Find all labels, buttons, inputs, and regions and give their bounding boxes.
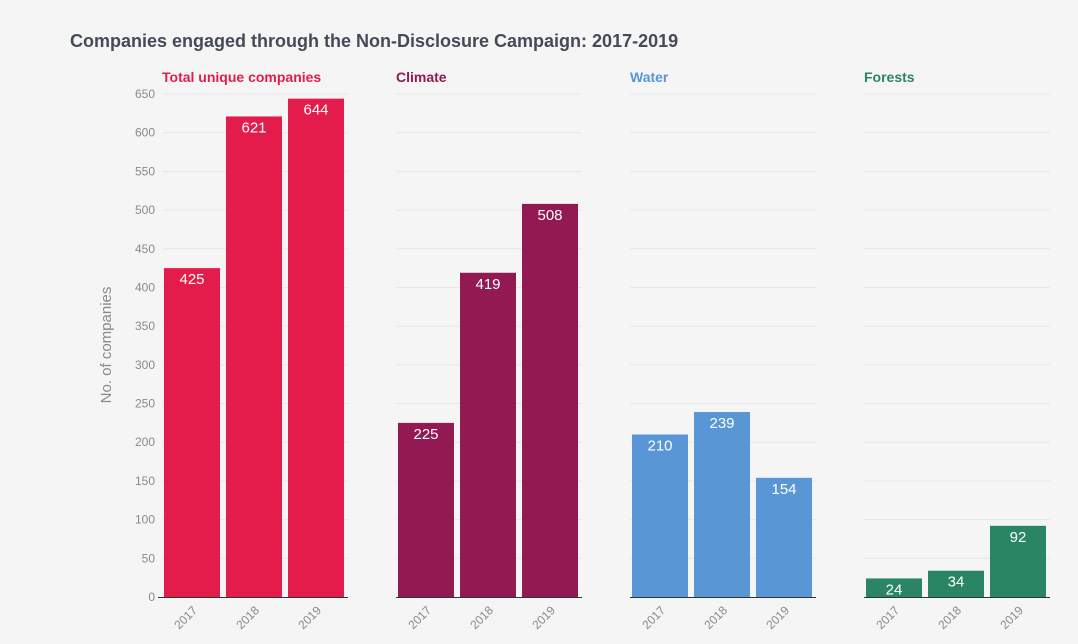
bar bbox=[632, 434, 688, 597]
y-tick-label: 650 bbox=[135, 87, 155, 101]
x-tick-label: 2019 bbox=[295, 603, 324, 632]
bar-data-label: 92 bbox=[1010, 529, 1027, 546]
y-tick-label: 50 bbox=[142, 551, 156, 565]
bar bbox=[928, 570, 984, 597]
x-tick-label: 2017 bbox=[639, 603, 668, 632]
x-tick-label: 2019 bbox=[997, 603, 1026, 632]
bar-data-label: 24 bbox=[886, 581, 903, 598]
bar-data-label: 210 bbox=[647, 437, 672, 454]
y-tick-label: 150 bbox=[135, 474, 155, 488]
bar bbox=[694, 412, 750, 597]
bar-data-label: 508 bbox=[537, 207, 562, 224]
bar bbox=[756, 477, 812, 597]
bar bbox=[226, 116, 282, 598]
bar-data-label: 34 bbox=[948, 574, 965, 591]
x-tick-label: 2017 bbox=[873, 603, 902, 632]
bar-data-label: 425 bbox=[179, 271, 204, 288]
y-axis-label: No. of companies bbox=[98, 287, 115, 404]
y-tick-label: 500 bbox=[135, 203, 155, 217]
bar-data-label: 644 bbox=[303, 102, 328, 119]
plot-area: 0 50 100 150 200 250 300 350 400 450 500 550 600 650 T… bbox=[135, 69, 1050, 632]
bar bbox=[522, 203, 578, 597]
x-tick-label: 2019 bbox=[529, 603, 558, 632]
panel-title: Forests bbox=[864, 69, 915, 85]
panel-title: Climate bbox=[396, 69, 447, 85]
chart-title: Companies engaged through the Non-Disclo… bbox=[70, 31, 678, 51]
x-tick-label: 2019 bbox=[763, 603, 792, 632]
bar-data-label: 239 bbox=[709, 415, 734, 432]
bar bbox=[164, 268, 220, 597]
y-tick-label: 0 bbox=[148, 590, 155, 604]
y-tick-label: 200 bbox=[135, 435, 155, 449]
x-tick-label: 2018 bbox=[935, 603, 964, 632]
bar-data-label: 419 bbox=[475, 276, 500, 293]
bar bbox=[460, 272, 516, 597]
x-tick-label: 2017 bbox=[171, 603, 200, 632]
y-tick-label: 600 bbox=[135, 126, 155, 140]
bar bbox=[990, 525, 1046, 597]
x-tick-label: 2018 bbox=[467, 603, 496, 632]
bar-data-label: 621 bbox=[241, 119, 266, 136]
y-tick-label: 400 bbox=[135, 280, 155, 294]
y-tick-label: 550 bbox=[135, 164, 155, 178]
x-tick-label: 2018 bbox=[701, 603, 730, 632]
bar-data-label: 225 bbox=[413, 426, 438, 443]
y-tick-label: 350 bbox=[135, 319, 155, 333]
y-tick-label: 250 bbox=[135, 397, 155, 411]
panel-title: Total unique companies bbox=[162, 69, 321, 85]
bar bbox=[866, 578, 922, 597]
x-tick-label: 2018 bbox=[233, 603, 262, 632]
y-tick-label: 300 bbox=[135, 358, 155, 372]
y-tick-label: 450 bbox=[135, 242, 155, 256]
panel-title: Water bbox=[630, 69, 669, 85]
bar bbox=[288, 98, 344, 598]
bar bbox=[398, 422, 454, 597]
x-tick-label: 2017 bbox=[405, 603, 434, 632]
y-tick-label: 100 bbox=[135, 513, 155, 527]
bar-data-label: 154 bbox=[771, 481, 796, 498]
